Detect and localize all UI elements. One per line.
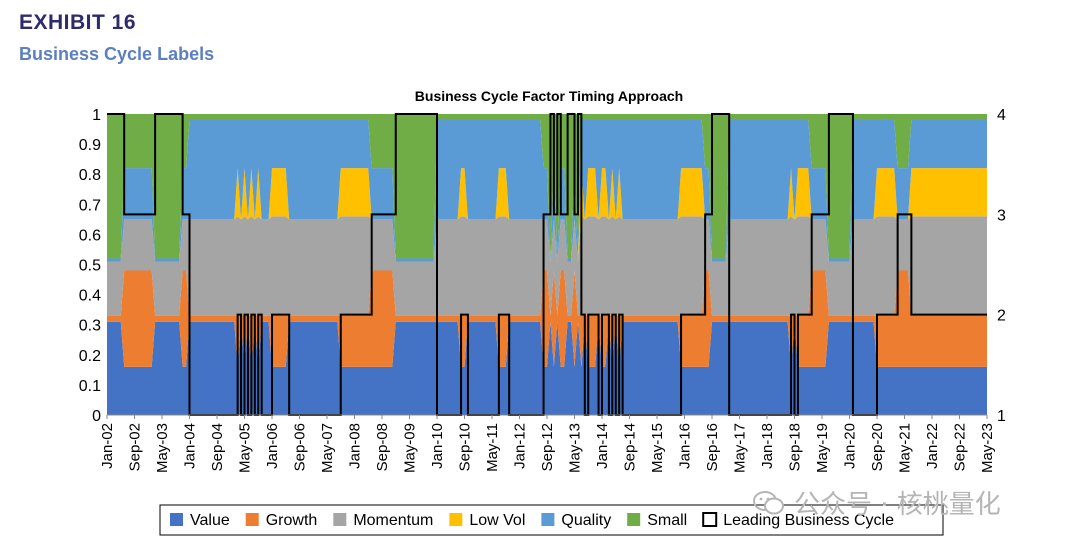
legend-label-growth: Growth [266, 512, 318, 529]
legend-label-small: Small [647, 512, 687, 529]
y-left-tick-label: 0.4 [79, 288, 101, 305]
y-left-tick-label: 0.3 [79, 318, 101, 335]
x-tick-label: Sep-12 [539, 423, 556, 471]
x-tick-label: Jan-02 [99, 423, 116, 469]
y-left-tick-label: 0.2 [79, 348, 101, 365]
legend-label-momentum: Momentum [353, 512, 433, 529]
x-tick-label: May-21 [897, 423, 914, 473]
y-left-tick-label: 0.1 [79, 378, 101, 395]
x-tick-label: May-23 [979, 423, 996, 473]
area-small [107, 114, 987, 259]
x-tick-label: Sep-20 [869, 423, 886, 471]
x-tick-label: Sep-16 [704, 423, 721, 471]
x-tick-label: May-07 [319, 423, 336, 473]
legend-swatch-growth [245, 513, 259, 526]
x-tick-label: May-17 [732, 423, 749, 473]
x-tick-label: Jan-10 [429, 423, 446, 469]
y-right-tick-label: 1 [997, 408, 1006, 425]
area-value [107, 321, 987, 415]
legend-label-lowvol: Low Vol [469, 512, 525, 529]
x-tick-label: Sep-22 [952, 423, 969, 471]
x-tick-label: Sep-08 [374, 423, 391, 471]
legend-swatch-small [627, 513, 641, 526]
leading-business-cycle-line [107, 113, 987, 416]
y-left-tick-label: 0.9 [79, 137, 101, 154]
x-tick-label: Jan-22 [924, 423, 941, 469]
legend-label-quality: Quality [561, 512, 611, 529]
x-tick-label: Sep-10 [457, 423, 474, 471]
legend-swatch-momentum [333, 513, 347, 526]
watermark-text: 公众号 · 核桃量化 [794, 490, 1001, 520]
y-left-tick-label: 0 [92, 408, 101, 425]
area-quality [107, 120, 987, 262]
legend-swatch-lowvol [449, 513, 463, 526]
x-tick-label: Sep-04 [209, 423, 226, 471]
legend: Value Growth Momentum Low Vol Quality Small Le… [159, 504, 944, 536]
x-tick-label: Jan-12 [512, 423, 529, 469]
y-left-tick-label: 0.6 [79, 227, 101, 244]
x-tick-label: May-03 [154, 423, 171, 473]
stacked-areas [107, 114, 987, 415]
x-tick-label: Sep-06 [292, 423, 309, 471]
x-tick-label: Sep-18 [787, 423, 804, 471]
x-tick-label: May-15 [649, 423, 666, 473]
x-tick-label: Jan-16 [677, 423, 694, 469]
leading-business-cycle-series [107, 113, 987, 416]
exhibit-subtitle: Business Cycle Labels [19, 44, 215, 64]
exhibit-number: EXHIBIT 16 [19, 11, 137, 34]
legend-label-value: Value [190, 512, 230, 529]
y-left-tick-label: 0.7 [79, 197, 101, 214]
x-tick-label: Jan-08 [347, 423, 364, 469]
legend-label-line: Leading Business Cycle [723, 512, 894, 529]
wechat-logo-icon [753, 490, 784, 514]
x-tick-label: May-11 [484, 423, 501, 472]
x-tick-label: May-05 [237, 423, 254, 473]
x-tick-label: Jan-14 [594, 423, 611, 469]
area-growth [107, 270, 987, 367]
watermark: 公众号 · 核桃量化 [752, 484, 1001, 521]
y-left-tick-label: 1 [92, 107, 101, 124]
x-tick-label: Jan-04 [182, 423, 199, 469]
area-momentum [107, 216, 987, 316]
legend-swatch-quality [541, 513, 555, 526]
chart-title: Business Cycle Factor Timing Approach [415, 88, 683, 104]
legend-swatch-line [702, 512, 718, 527]
y-right-tick-label: 3 [997, 207, 1006, 224]
x-tick-label: Jan-20 [842, 423, 859, 469]
y-left-tick-label: 0.5 [79, 258, 101, 275]
x-tick-label: Jan-06 [264, 423, 281, 469]
legend-box [159, 504, 944, 536]
y-right-tick-label: 4 [997, 107, 1006, 124]
legend-swatch-value [170, 513, 183, 526]
y-left-tick-label: 0.8 [79, 167, 101, 184]
x-tick-label: May-19 [814, 423, 831, 473]
y-right-tick-label: 2 [997, 308, 1006, 325]
x-tick-label: May-13 [567, 423, 584, 473]
axes: 0 0.1 0.2 0.3 0.4 0.5 0.6 0.7 0.8 0.9 1 1 2 3 4 Jan-02 S… [79, 107, 1006, 473]
x-tick-label: Sep-02 [127, 423, 144, 471]
x-tick-label: Sep-14 [622, 423, 639, 471]
x-tick-label: May-09 [402, 423, 419, 473]
x-tick-label: Jan-18 [759, 423, 776, 469]
